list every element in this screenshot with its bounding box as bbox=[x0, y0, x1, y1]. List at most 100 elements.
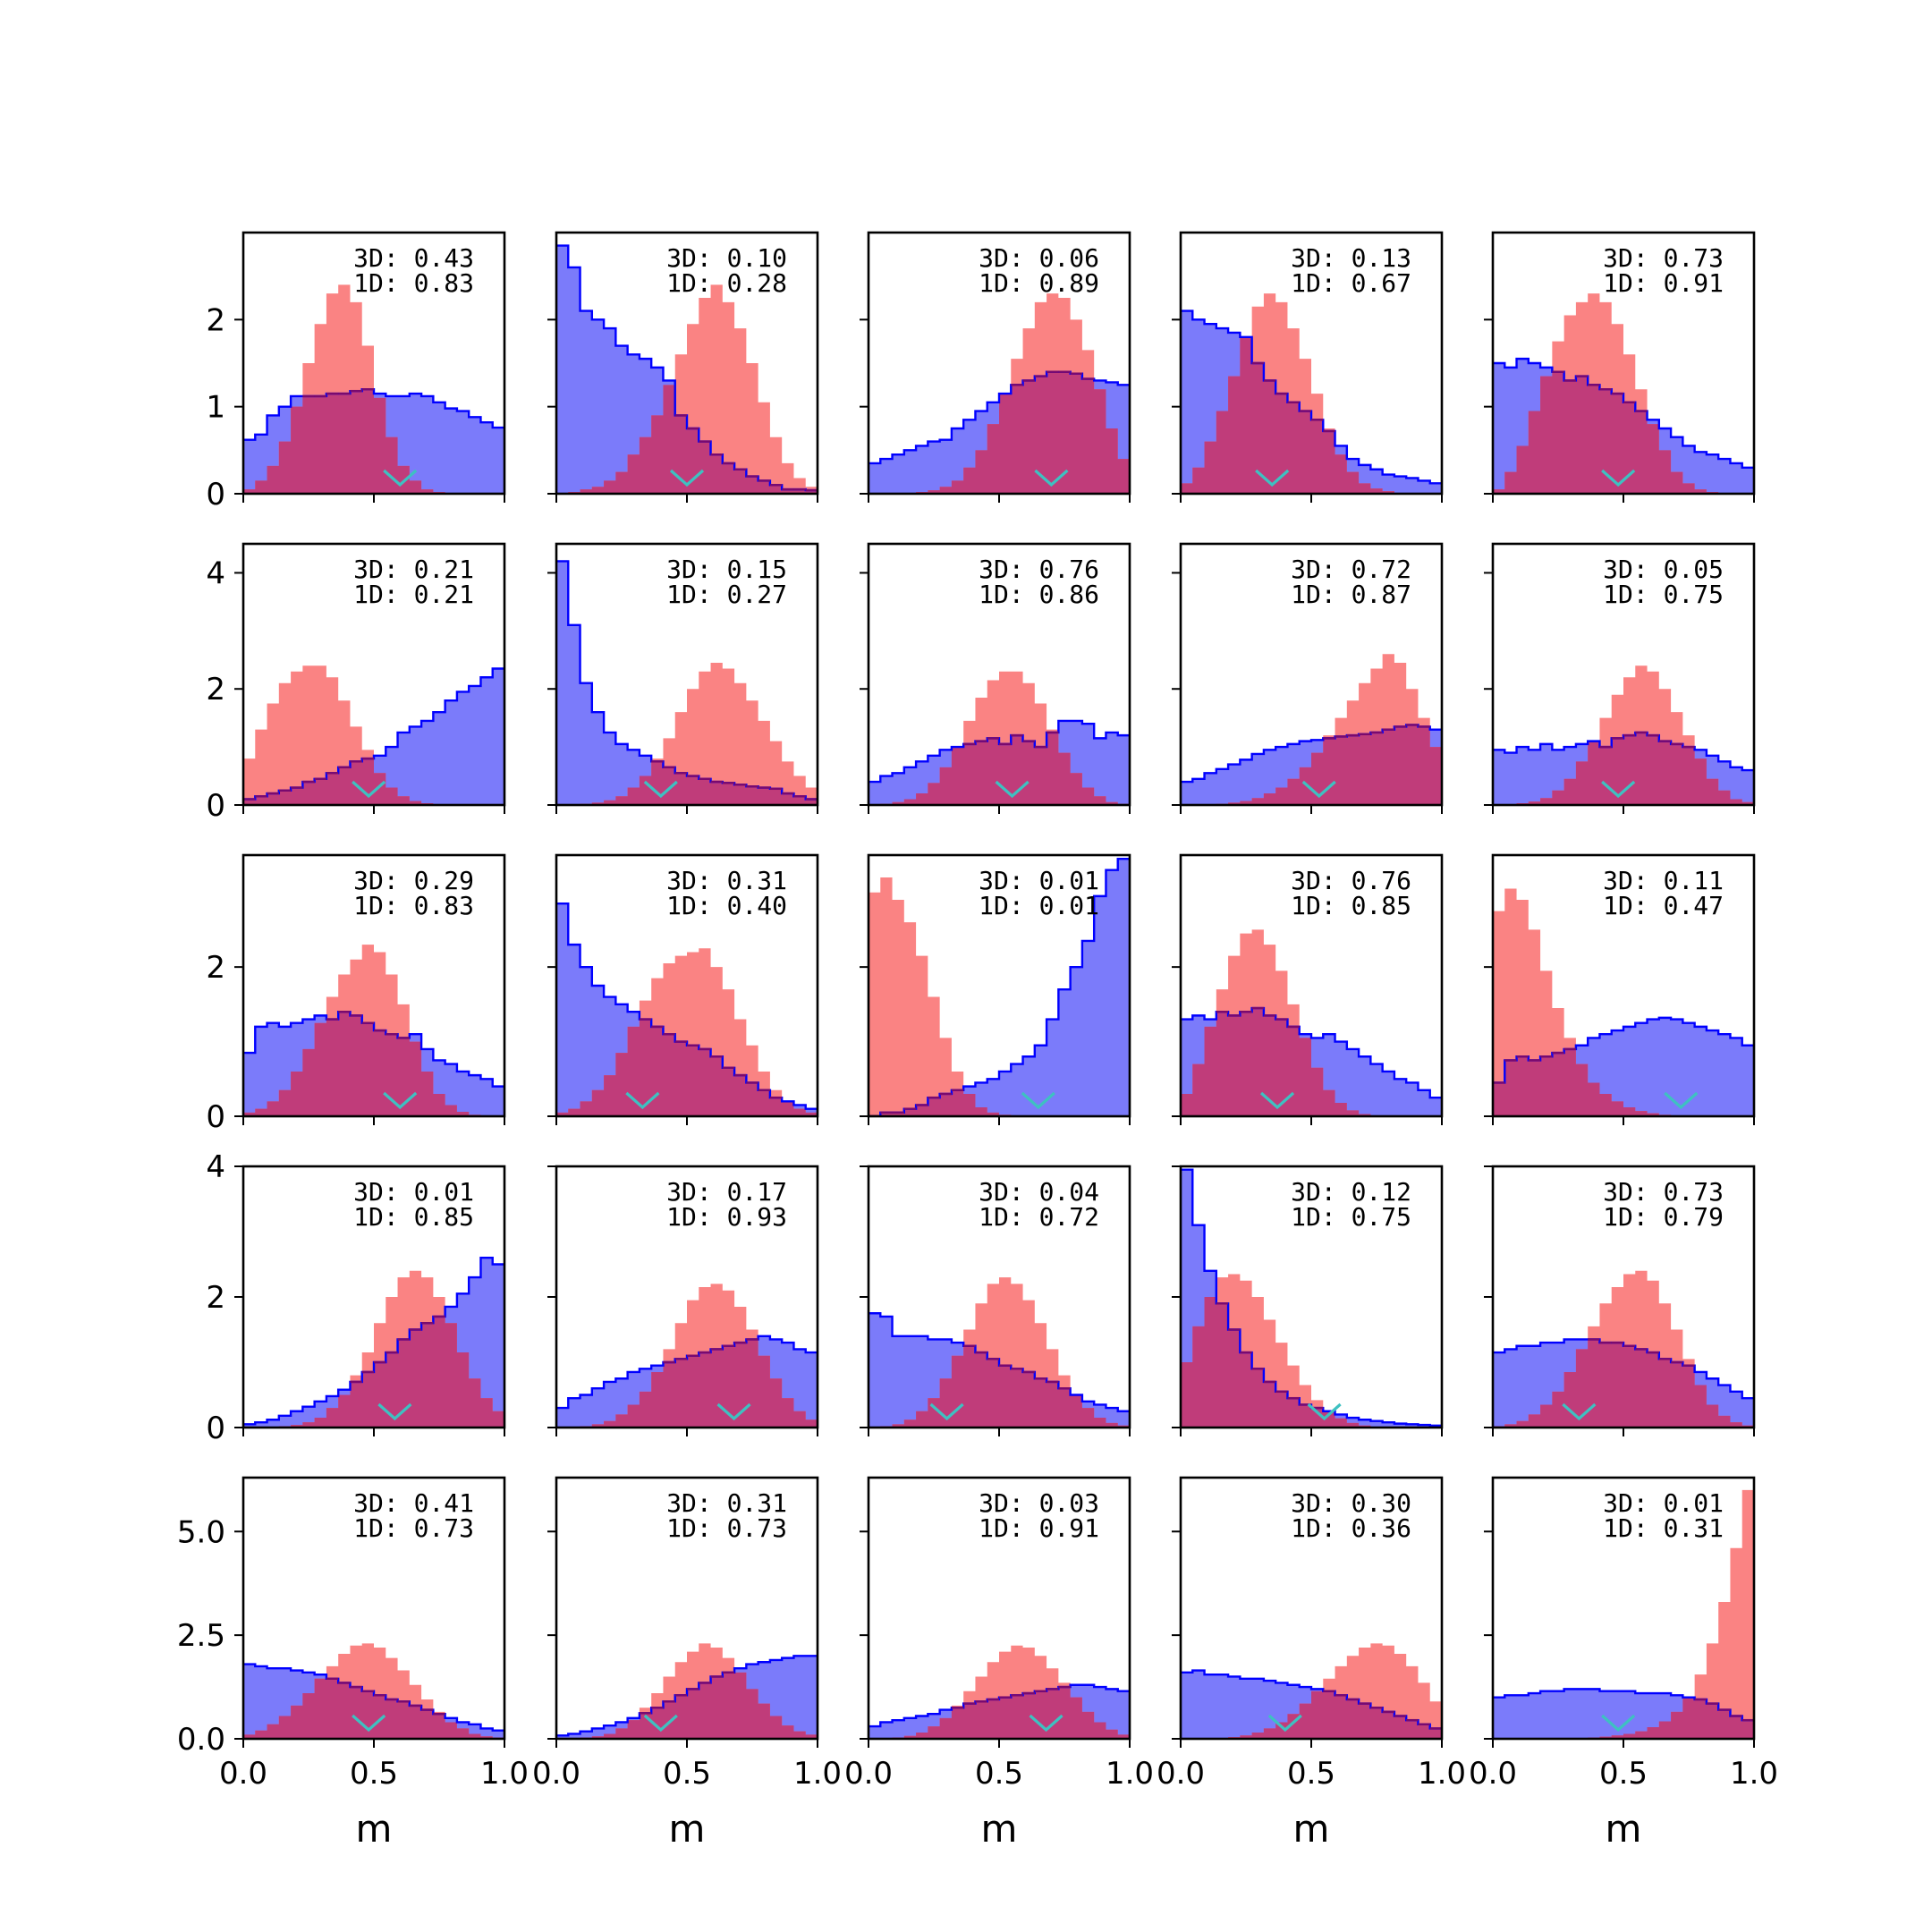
plot-area bbox=[869, 1277, 1130, 1428]
label-1d: 1D: 0.75 bbox=[1603, 580, 1724, 609]
label-3d: 3D: 0.73 bbox=[1603, 1177, 1724, 1207]
overlap-fill bbox=[243, 758, 504, 805]
y-tick-label: 2 bbox=[206, 672, 225, 708]
label-1d: 1D: 0.27 bbox=[666, 580, 787, 609]
marker-v bbox=[383, 1091, 418, 1110]
marker-v bbox=[1259, 1091, 1295, 1110]
plot-area bbox=[869, 293, 1130, 494]
label-3d: 3D: 0.13 bbox=[1291, 243, 1411, 273]
blue-histogram-fill bbox=[556, 245, 818, 494]
overlap-fill bbox=[869, 371, 1130, 494]
plot-area bbox=[556, 902, 818, 1116]
label-3d: 3D: 0.01 bbox=[979, 866, 1099, 895]
y-tick-label: 0 bbox=[206, 1099, 225, 1135]
x-axis-label: m bbox=[356, 1807, 393, 1851]
label-3d: 3D: 0.04 bbox=[979, 1177, 1099, 1207]
label-3d: 3D: 0.31 bbox=[666, 1488, 787, 1518]
plot-area bbox=[243, 1643, 504, 1739]
overlap-fill bbox=[1493, 732, 1754, 805]
red-histogram-fill bbox=[869, 877, 1130, 1116]
y-tick-label: 0 bbox=[206, 477, 225, 513]
x-axis-label: m bbox=[1293, 1807, 1330, 1851]
blue-histogram-edge bbox=[243, 1011, 504, 1088]
x-tick-label: 0.0 bbox=[219, 1756, 267, 1792]
marker-v bbox=[995, 780, 1030, 799]
marker-v bbox=[383, 469, 418, 487]
plot-area bbox=[243, 665, 504, 805]
x-tick-label: 0.0 bbox=[1469, 1756, 1517, 1792]
y-tick-label: 5.0 bbox=[177, 1514, 225, 1550]
label-1d: 1D: 0.72 bbox=[979, 1202, 1099, 1232]
marker-v bbox=[1601, 780, 1636, 799]
blue-histogram-edge bbox=[1493, 731, 1754, 772]
x-tick-label: 0.5 bbox=[350, 1756, 398, 1792]
blue-histogram-edge bbox=[243, 388, 504, 441]
plot-area bbox=[869, 671, 1130, 805]
red-histogram-fill bbox=[556, 663, 818, 805]
label-1d: 1D: 0.01 bbox=[979, 891, 1099, 920]
label-3d: 3D: 0.01 bbox=[353, 1177, 474, 1207]
label-3d: 3D: 0.15 bbox=[666, 555, 787, 584]
marker-v bbox=[716, 1402, 751, 1421]
marker-v bbox=[669, 469, 705, 487]
label-1d: 1D: 0.28 bbox=[666, 268, 787, 298]
x-tick-label: 0.5 bbox=[1599, 1756, 1648, 1792]
y-tick-label: 4 bbox=[206, 555, 225, 591]
y-tick-label: 2 bbox=[206, 950, 225, 986]
x-tick-label: 0.5 bbox=[663, 1756, 711, 1792]
marker-v bbox=[1601, 1714, 1636, 1733]
label-3d: 3D: 0.41 bbox=[353, 1488, 474, 1518]
blue-histogram-edge bbox=[556, 902, 818, 1110]
label-3d: 3D: 0.72 bbox=[1291, 555, 1411, 584]
overlap-fill bbox=[243, 389, 504, 494]
y-tick-label: 2.5 bbox=[177, 1618, 225, 1654]
overlap-fill bbox=[1181, 1297, 1442, 1428]
overlap-fill bbox=[1493, 1697, 1754, 1739]
overlap-fill bbox=[869, 1687, 1130, 1739]
label-3d: 3D: 0.73 bbox=[1603, 243, 1724, 273]
label-1d: 1D: 0.40 bbox=[666, 891, 787, 920]
x-tick-label: 0.0 bbox=[532, 1756, 580, 1792]
marker-v bbox=[1267, 1714, 1302, 1733]
y-tick-label: 0 bbox=[206, 1411, 225, 1446]
blue-histogram-edge bbox=[1493, 1338, 1754, 1400]
marker-v bbox=[1601, 469, 1636, 487]
red-histogram-fill bbox=[243, 665, 504, 805]
x-tick-label: 0.0 bbox=[1157, 1756, 1205, 1792]
x-tick-label: 1.0 bbox=[1418, 1756, 1466, 1792]
label-1d: 1D: 0.31 bbox=[1603, 1513, 1724, 1543]
x-axis-label: m bbox=[669, 1807, 706, 1851]
marker-v bbox=[352, 1714, 386, 1733]
x-tick-label: 0.0 bbox=[844, 1756, 893, 1792]
overlap-fill bbox=[243, 1012, 504, 1116]
blue-histogram-edge bbox=[869, 857, 1130, 1116]
overlap-fill bbox=[556, 1019, 818, 1116]
label-1d: 1D: 0.89 bbox=[979, 268, 1099, 298]
plot-area bbox=[1493, 1270, 1754, 1428]
x-tick-label: 1.0 bbox=[1106, 1756, 1154, 1792]
label-3d: 3D: 0.30 bbox=[1291, 1488, 1411, 1518]
y-tick-label: 1 bbox=[206, 390, 225, 426]
marker-v bbox=[1301, 780, 1336, 799]
label-3d: 3D: 0.43 bbox=[353, 243, 474, 273]
x-tick-label: 0.5 bbox=[975, 1756, 1023, 1792]
label-3d: 3D: 0.06 bbox=[979, 243, 1099, 273]
marker-v bbox=[1562, 1402, 1597, 1421]
label-1d: 1D: 0.91 bbox=[1603, 268, 1724, 298]
marker-v bbox=[643, 1714, 678, 1733]
overlap-fill bbox=[1493, 371, 1754, 494]
